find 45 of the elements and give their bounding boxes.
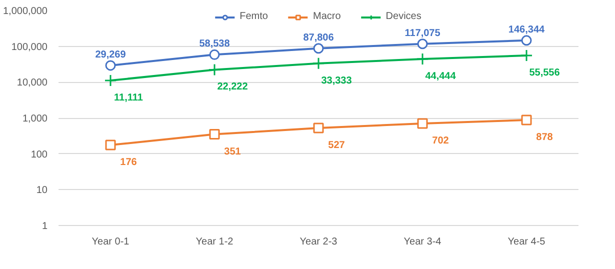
data-label: 22,222 — [217, 82, 248, 93]
y-tick-label: 100,000 — [11, 42, 48, 53]
point — [417, 118, 428, 129]
point — [105, 60, 116, 71]
data-label: 702 — [432, 136, 450, 147]
y-tick-label: 10,000 — [16, 78, 48, 89]
y-tick-label: 1 — [42, 221, 48, 232]
data-label: 117,075 — [404, 28, 441, 39]
legend-label: Femto — [240, 11, 268, 22]
data-label: 527 — [328, 140, 346, 151]
x-tick-label: Year 2-3 — [300, 236, 338, 248]
point — [208, 63, 221, 76]
data-label: 146,344 — [508, 24, 546, 36]
point — [520, 49, 533, 62]
x-tick-label: Year 4-5 — [508, 236, 546, 248]
data-label: 11,111 — [114, 92, 144, 104]
point — [209, 129, 220, 140]
point — [313, 122, 324, 134]
x-tick-label: Year 1-2 — [196, 236, 234, 248]
point — [209, 49, 220, 60]
point — [417, 38, 428, 50]
legend-label: Devices — [386, 11, 422, 22]
point — [313, 43, 324, 54]
x-tick-label: Year 0-1 — [92, 236, 130, 248]
y-tick-label: 1,000,000 — [3, 6, 48, 17]
point — [521, 114, 532, 126]
data-label: 176 — [120, 157, 138, 168]
data-label: 58,538 — [199, 38, 230, 50]
legend-label: Macro — [312, 11, 341, 22]
data-label: 29,269 — [95, 49, 126, 60]
data-label: 87,806 — [303, 32, 334, 44]
point — [521, 35, 532, 46]
data-label: 55,556 — [529, 67, 560, 78]
data-label: 44,444 — [425, 70, 456, 82]
point — [104, 74, 117, 87]
y-tick-label: 1,000 — [22, 114, 48, 124]
y-tick-label: 10 — [36, 185, 48, 196]
data-label: 33,333 — [321, 75, 352, 86]
point — [312, 57, 325, 70]
data-label: 351 — [224, 146, 242, 158]
y-tick-label: 100 — [30, 149, 48, 160]
x-tick-label: Year 3-4 — [404, 236, 442, 248]
point — [416, 52, 429, 66]
data-label: 878 — [536, 132, 554, 144]
point — [105, 140, 116, 150]
